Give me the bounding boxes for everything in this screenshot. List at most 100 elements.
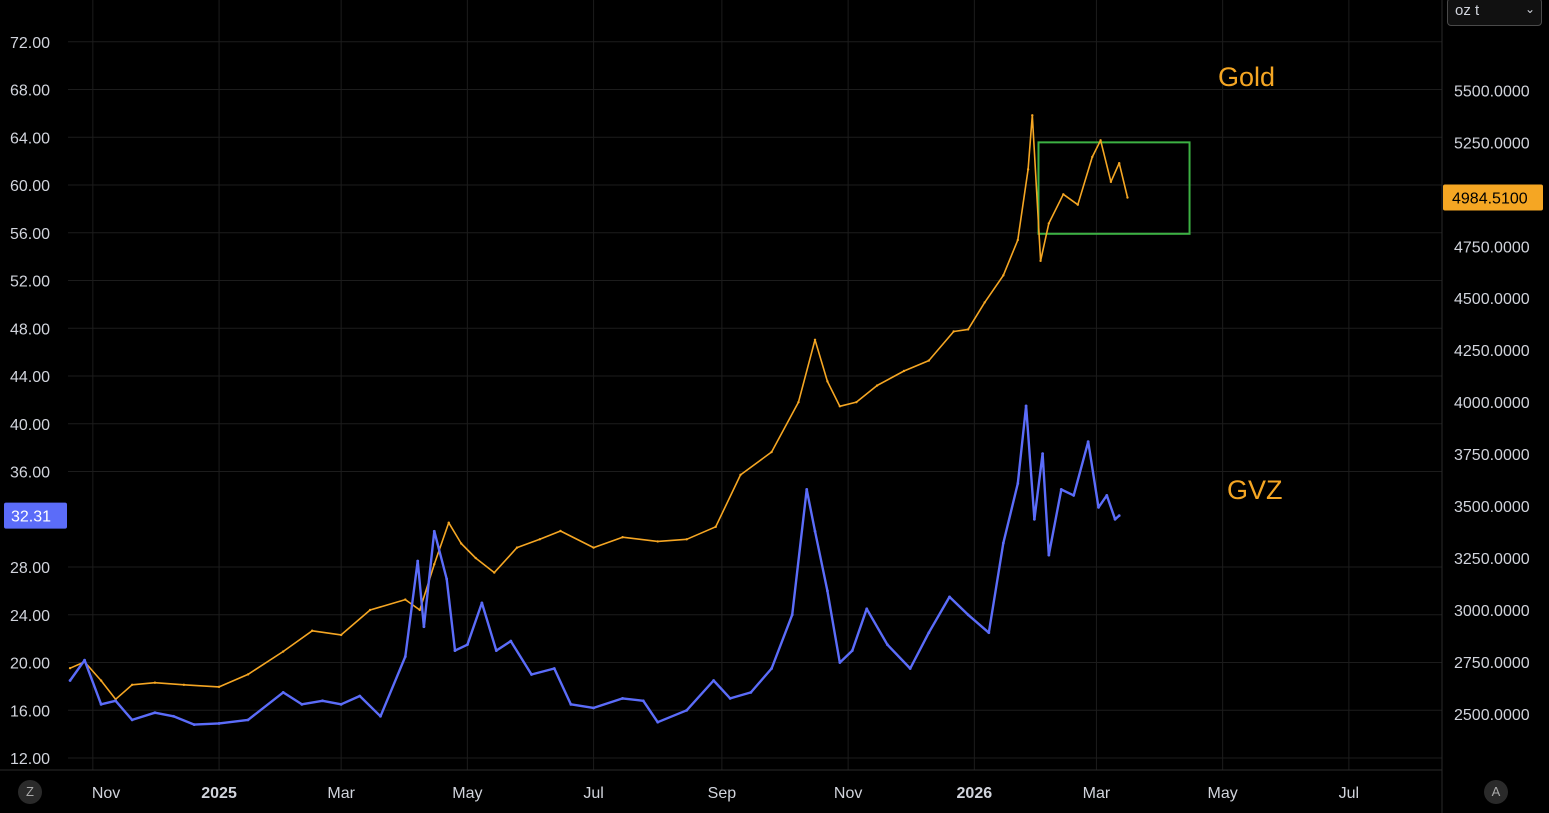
- gvz-data-point: [838, 661, 842, 664]
- gvz-data-point: [530, 673, 533, 676]
- gvz-data-point: [749, 691, 753, 694]
- x-tick-label: May: [1208, 785, 1238, 802]
- gvz-data-point: [641, 699, 645, 703]
- gvz-data-point: [908, 667, 912, 670]
- gvz-data-point: [379, 714, 382, 718]
- gvz-data-point: [1024, 404, 1028, 408]
- gold-data-point: [1091, 155, 1094, 159]
- right-tick-label: 4000.0000: [1454, 395, 1530, 412]
- gvz-data-point: [1105, 494, 1109, 497]
- gold-data-point: [714, 525, 717, 529]
- right-tick-label: 4250.0000: [1454, 343, 1530, 360]
- gvz-data-point: [509, 639, 513, 643]
- gold-data-point: [339, 633, 343, 637]
- gold-data-point: [1002, 274, 1005, 277]
- gold-annotation-label: Gold: [1218, 62, 1275, 92]
- left-tick-label: 20.00: [10, 656, 50, 673]
- gold-data-point: [1076, 203, 1080, 206]
- gvz-data-point: [130, 718, 134, 722]
- gvz-series-layer: [68, 404, 1121, 727]
- gvz-annotation-label: GVZ: [1227, 475, 1283, 505]
- gvz-data-point: [192, 723, 196, 727]
- gvz-data-point: [1072, 494, 1076, 497]
- left-axis[interactable]: 72.00 68.00 64.00 60.00 56.00 52.00 48.00 44.00…: [4, 35, 67, 768]
- gvz-data-point: [552, 667, 556, 670]
- grid-lines: [68, 0, 1442, 770]
- gvz-data-point: [1059, 488, 1063, 491]
- gold-data-point: [927, 359, 931, 362]
- gvz-series-line: [68, 404, 1121, 726]
- left-tick-label: 36.00: [10, 465, 50, 482]
- gold-series-layer: [68, 114, 1129, 701]
- left-tick-label: 56.00: [10, 226, 50, 243]
- annotation-layer: Gold GVZ: [1218, 62, 1283, 505]
- gold-data-point: [1031, 114, 1034, 117]
- gvz-data-point: [217, 722, 221, 725]
- gvz-data-point: [656, 720, 660, 724]
- gvz-data-point: [712, 679, 716, 682]
- gvz-data-point: [728, 696, 732, 700]
- gvz-data-point: [1032, 517, 1036, 521]
- gold-data-point: [1099, 139, 1102, 142]
- gold-data-point: [68, 666, 72, 670]
- gold-data-point: [1016, 238, 1019, 242]
- gvz-data-point: [99, 702, 103, 706]
- gold-data-point: [310, 629, 314, 632]
- right-tick-label: 2750.0000: [1454, 655, 1530, 672]
- x-tick-label: May: [452, 785, 482, 802]
- x-tick-label: Nov: [92, 785, 120, 802]
- gold-data-point: [217, 685, 221, 689]
- highlight-box-layer: [1037, 141, 1191, 235]
- gold-data-point: [493, 571, 496, 574]
- auto-scale-button[interactable]: A: [1484, 780, 1508, 804]
- gvz-data-point: [1047, 553, 1051, 557]
- left-tick-label: 64.00: [10, 130, 50, 147]
- gold-data-point: [902, 369, 906, 373]
- zoom-toggle-button[interactable]: Z: [18, 780, 42, 804]
- gold-data-point: [813, 338, 817, 341]
- right-axis[interactable]: 5500.00005250.00005000.00004750.00004500…: [1443, 83, 1543, 724]
- right-tick-label: 5250.0000: [1454, 135, 1530, 152]
- left-tick-label: 48.00: [10, 321, 50, 338]
- x-tick-label: Mar: [1083, 785, 1111, 802]
- gvz-data-point: [172, 714, 175, 718]
- gvz-data-point: [1117, 514, 1121, 518]
- gold-data-point: [459, 542, 463, 545]
- left-tick-label: 16.00: [10, 703, 50, 720]
- gold-data-point: [538, 538, 541, 541]
- gvz-data-point: [1041, 452, 1045, 456]
- time-axis[interactable]: Nov 2025 Mar May Jul Sep Nov 2026 Mar May Jul: [92, 785, 1359, 802]
- unit-selector-value: oz t: [1455, 2, 1480, 19]
- gvz-data-point: [114, 699, 117, 703]
- x-tick-label: Jul: [583, 785, 603, 802]
- gold-last-value-label: 4984.5100: [1452, 191, 1528, 208]
- gold-data-point: [739, 473, 742, 477]
- gold-data-point: [99, 679, 103, 682]
- gvz-data-point: [494, 649, 498, 653]
- gold-data-point: [855, 400, 858, 404]
- gold-data-point: [1109, 180, 1113, 184]
- x-tick-label: Nov: [834, 785, 862, 802]
- gold-data-point: [418, 608, 421, 612]
- gvz-data-point: [358, 694, 362, 698]
- unit-selector[interactable]: oz t ⌄: [1447, 0, 1542, 26]
- gvz-data-point: [465, 643, 469, 647]
- gold-data-point: [770, 450, 773, 454]
- left-tick-label: 68.00: [10, 83, 50, 100]
- gvz-data-point: [790, 613, 794, 617]
- gold-data-point: [983, 301, 986, 304]
- gold-last-value-badge: [1443, 184, 1543, 211]
- left-tick-label: 60.00: [10, 178, 50, 195]
- gold-data-point: [1117, 161, 1121, 165]
- gvz-data-point: [805, 488, 809, 491]
- gold-data-point: [621, 536, 624, 539]
- gold-data-point: [130, 683, 134, 686]
- gold-data-point: [966, 328, 970, 331]
- gvz-data-point: [621, 696, 624, 700]
- gold-data-point: [559, 529, 562, 533]
- gold-data-point: [838, 405, 842, 408]
- gvz-data-point: [1001, 541, 1005, 545]
- gvz-data-point: [153, 711, 157, 715]
- chevron-down-icon: ⌄: [1524, 2, 1535, 16]
